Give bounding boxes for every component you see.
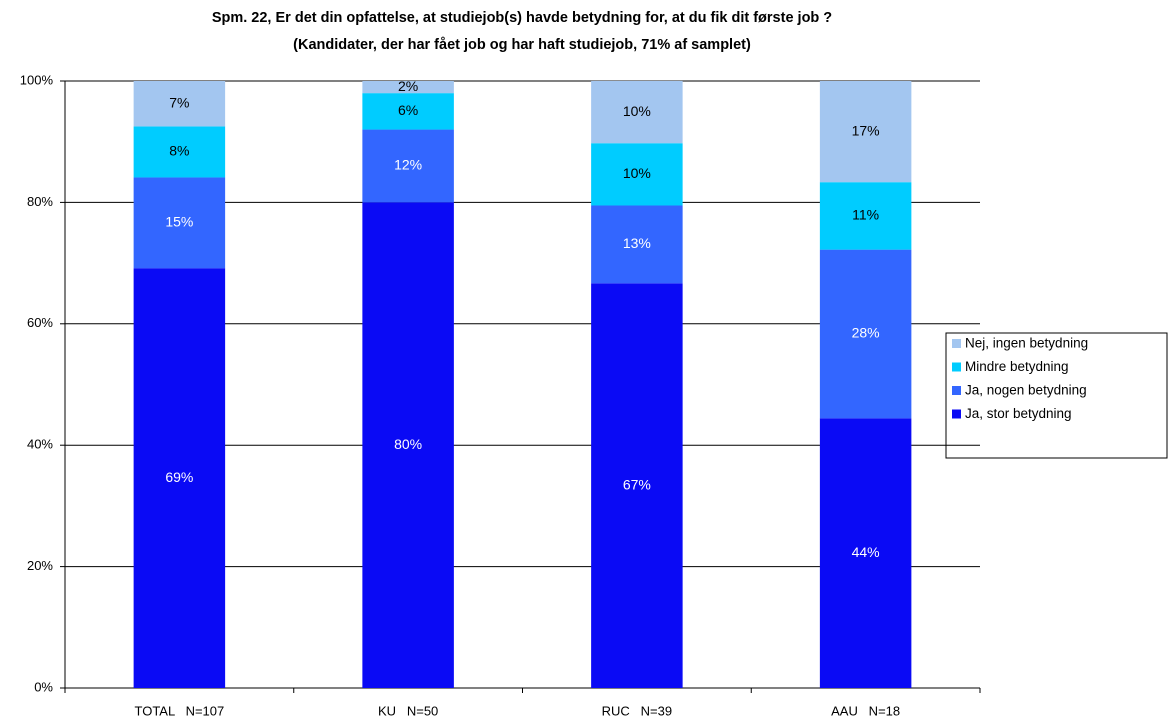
legend-swatch [952, 409, 961, 419]
data-label: 6% [398, 102, 418, 118]
y-tick-label: 100% [20, 72, 54, 87]
legend-label: Ja, nogen betydning [965, 383, 1087, 398]
bar-segment [362, 129, 454, 203]
legend-label: Ja, stor betydning [965, 406, 1072, 421]
data-label: 11% [852, 207, 879, 223]
data-label: 12% [394, 157, 422, 173]
y-tick-label: 40% [27, 437, 53, 452]
y-tick-label: 60% [27, 315, 53, 330]
data-label: 28% [852, 325, 880, 341]
bar-segment [591, 283, 683, 688]
data-label: 10% [623, 103, 651, 119]
bar-segment [819, 249, 912, 419]
bar-segment [133, 177, 226, 269]
legend-swatch [952, 362, 961, 372]
bar-segment [133, 268, 226, 688]
data-label: 15% [165, 214, 193, 230]
data-label: 2% [398, 78, 418, 94]
data-label: 44% [852, 544, 880, 560]
data-label: 7% [169, 94, 189, 110]
bar-segment [591, 143, 683, 206]
data-label: 17% [852, 122, 880, 138]
bar-segment [362, 81, 454, 94]
x-tick-label: TOTAL N=107 [135, 703, 225, 718]
bar-segment [591, 205, 683, 284]
bar-segment [819, 182, 912, 250]
x-tick-label: AAU N=18 [831, 703, 900, 718]
bar-segment [819, 418, 912, 688]
data-label: 80% [394, 436, 422, 452]
x-tick-label: KU N=50 [378, 703, 438, 718]
legend-box [945, 332, 1168, 459]
data-label: 13% [623, 235, 651, 251]
y-tick-label: 80% [27, 194, 53, 209]
data-label: 67% [623, 476, 651, 492]
data-label: 8% [169, 143, 189, 159]
bar-segment [591, 80, 683, 144]
chart-title: Spm. 22, Er det din opfattelse, at studi… [212, 10, 832, 26]
bar-segment [362, 93, 454, 130]
bar-segment [819, 81, 912, 183]
legend-swatch [952, 386, 961, 395]
legend-label: Mindre betydning [965, 359, 1069, 374]
chart-subtitle: (Kandidater, der har fået job og har haf… [293, 37, 751, 53]
bar-segment [362, 202, 454, 688]
data-label: 69% [165, 469, 193, 485]
bar-segment [133, 126, 226, 178]
y-tick-label: 20% [27, 558, 53, 573]
legend-label: Nej, ingen betydning [965, 336, 1088, 351]
legend-swatch [952, 339, 961, 348]
bar-segment [133, 81, 226, 127]
data-label: 10% [623, 165, 651, 181]
x-tick-label: RUC N=39 [602, 703, 672, 718]
y-tick-label: 0% [34, 679, 53, 694]
